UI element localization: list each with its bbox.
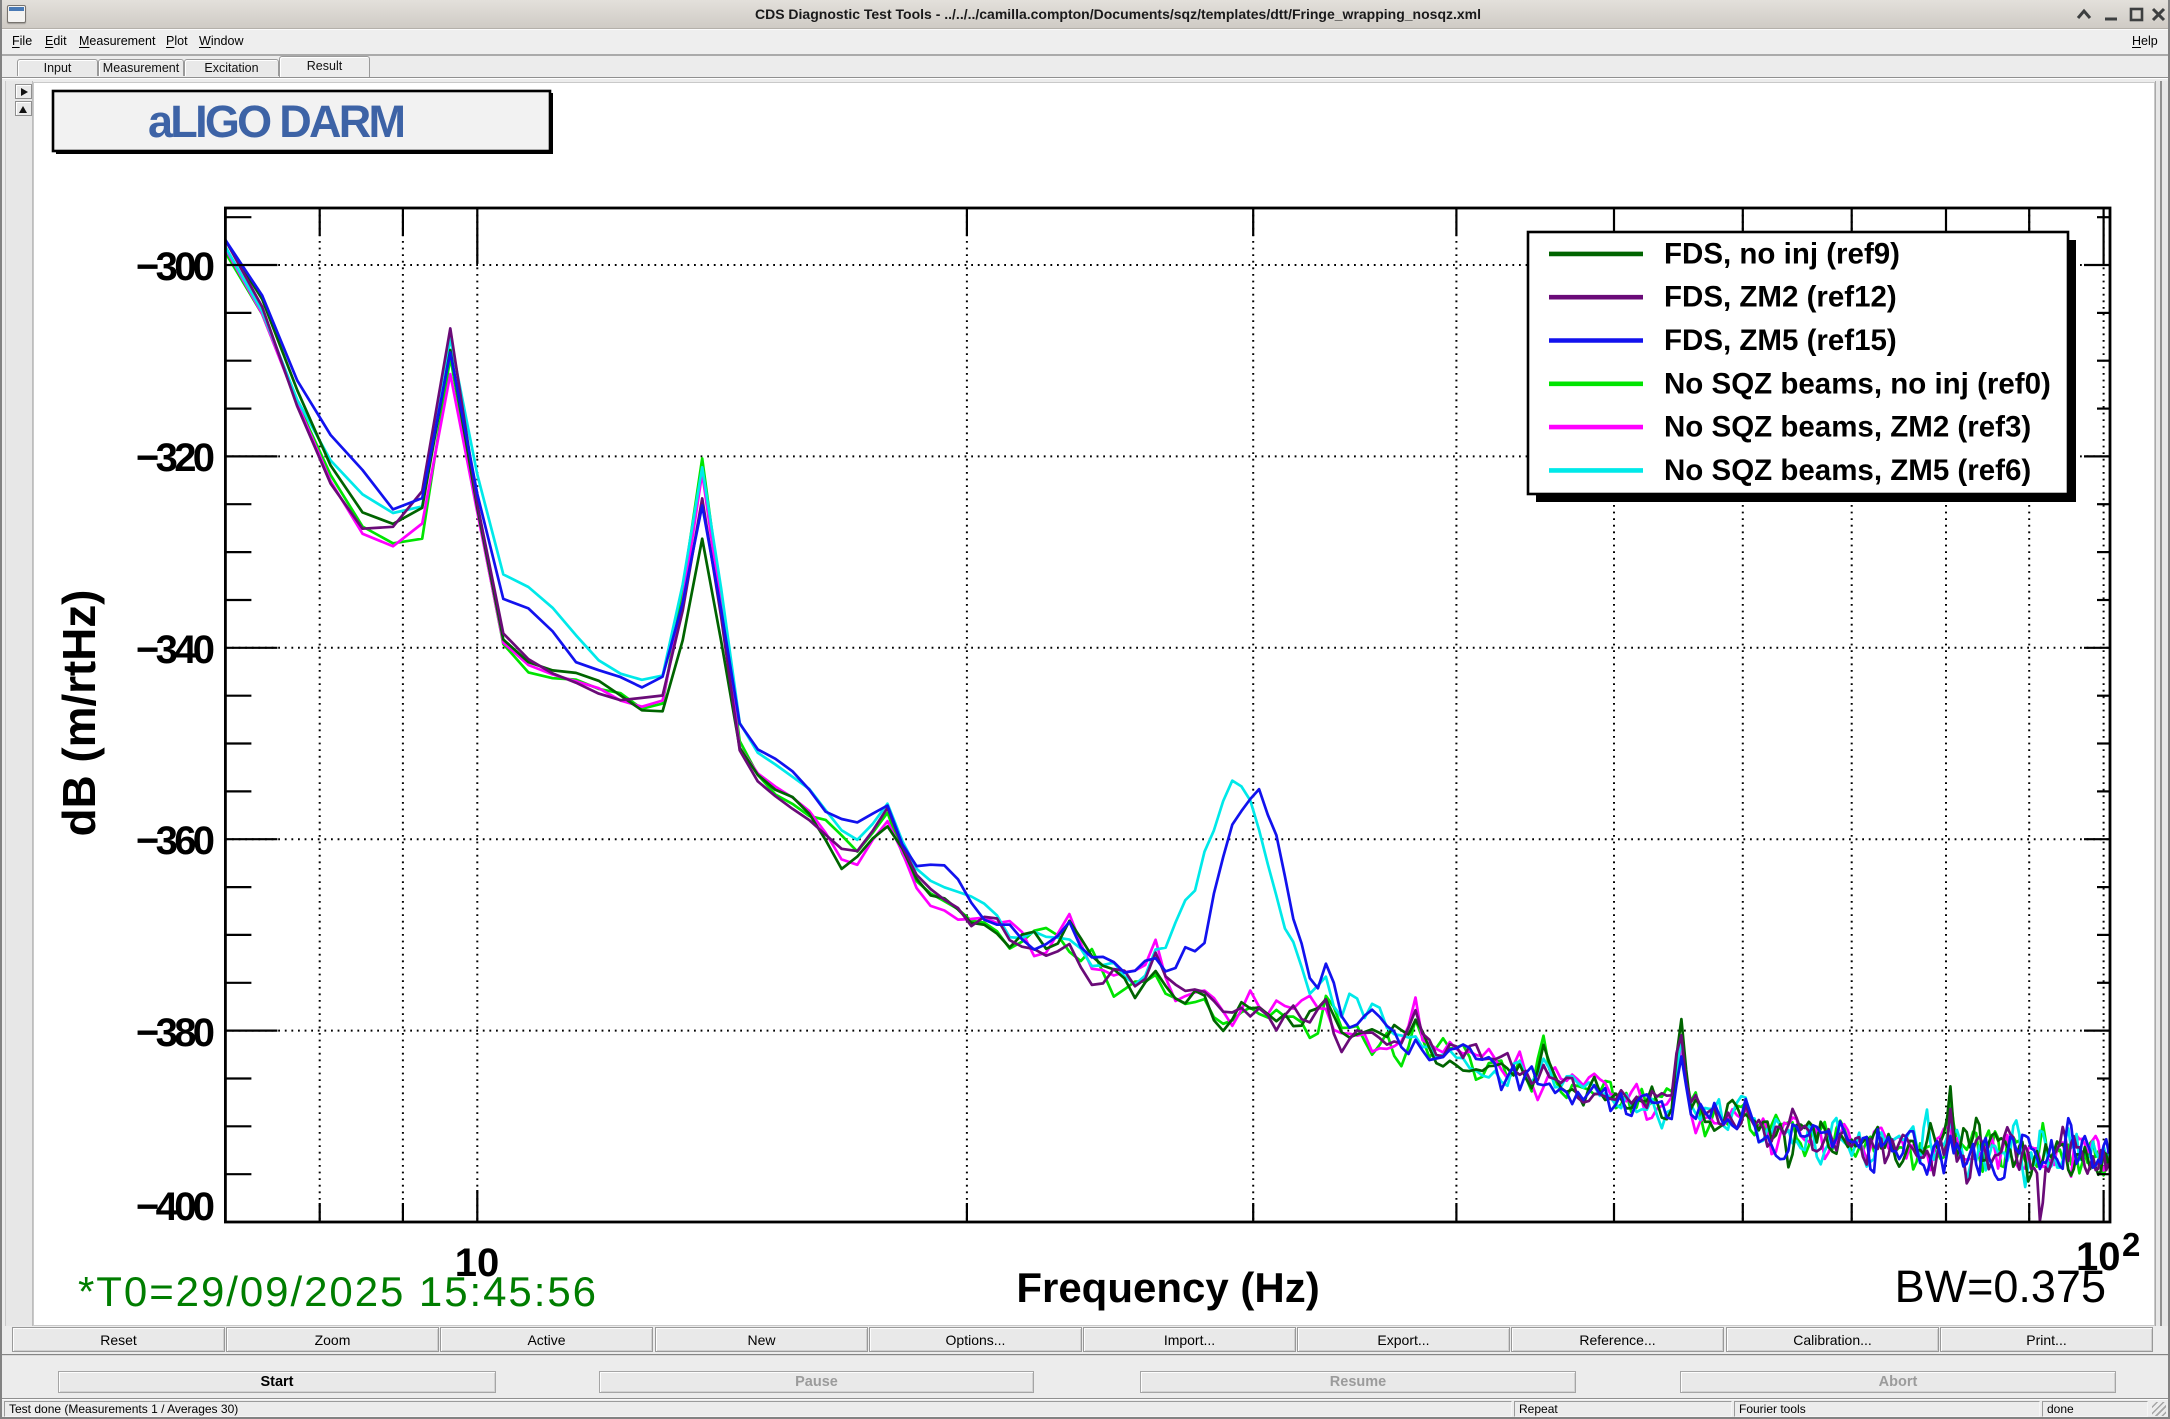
svg-text:10: 10 xyxy=(455,1241,500,1285)
svg-text:2: 2 xyxy=(2122,1226,2140,1263)
svg-text:−340: −340 xyxy=(136,628,215,672)
svg-text:No SQZ beams, ZM5 (ref6): No SQZ beams, ZM5 (ref6) xyxy=(1664,454,2031,487)
svg-text:FDS, no inj (ref9): FDS, no inj (ref9) xyxy=(1664,237,1900,270)
svg-text:dB (m/rtHz): dB (m/rtHz) xyxy=(53,590,105,837)
svg-text:−360: −360 xyxy=(136,819,215,863)
svg-text:No SQZ beams, ZM2 (ref3): No SQZ beams, ZM2 (ref3) xyxy=(1664,411,2031,444)
svg-text:aLIGO DARM: aLIGO DARM xyxy=(148,96,406,147)
svg-text:−320: −320 xyxy=(136,436,215,480)
svg-text:Frequency (Hz): Frequency (Hz) xyxy=(1016,1264,1319,1311)
svg-text:FDS, ZM5 (ref15): FDS, ZM5 (ref15) xyxy=(1664,324,1897,357)
svg-text:−300: −300 xyxy=(136,245,215,289)
svg-text:−400: −400 xyxy=(136,1185,215,1229)
svg-text:−380: −380 xyxy=(136,1011,215,1055)
svg-text:BW=0.375: BW=0.375 xyxy=(1895,1261,2106,1312)
svg-text:No SQZ beams, no inj (ref0): No SQZ beams, no inj (ref0) xyxy=(1664,367,2051,400)
svg-text:FDS, ZM2 (ref12): FDS, ZM2 (ref12) xyxy=(1664,281,1897,314)
svg-text:*T0=29/09/2025 15:45:56: *T0=29/09/2025 15:45:56 xyxy=(78,1268,596,1315)
svg-text:10: 10 xyxy=(2076,1235,2121,1279)
